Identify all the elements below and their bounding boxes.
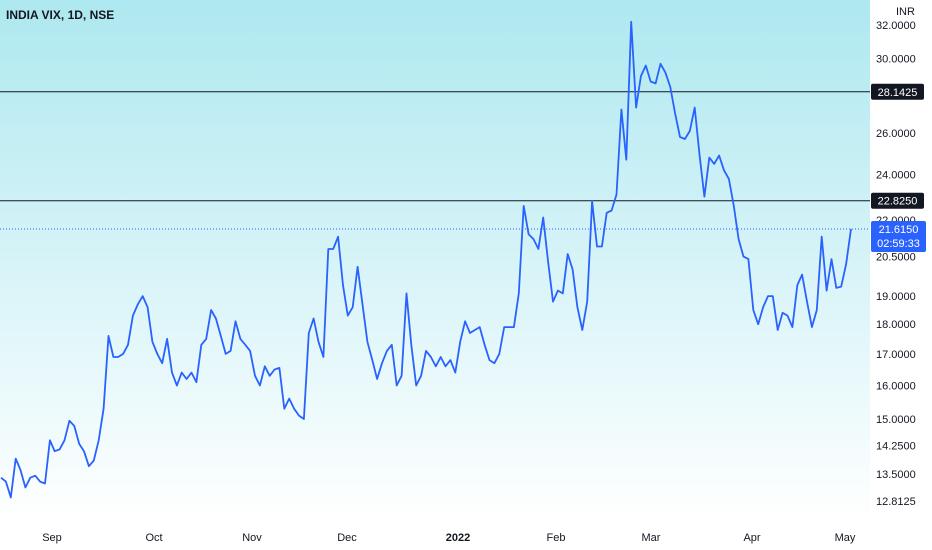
x-tick-label: Mar bbox=[642, 532, 661, 544]
y-tick-label: 30.0000 bbox=[876, 54, 916, 66]
y-tick-label: 19.0000 bbox=[876, 291, 916, 303]
bar-countdown-label: 02:59:33 bbox=[877, 238, 920, 250]
level-price-tag-label: 28.1425 bbox=[878, 87, 918, 99]
y-tick-label: 26.0000 bbox=[876, 128, 916, 140]
y-tick-label: 16.0000 bbox=[876, 380, 916, 392]
level-price-tag-label: 22.8250 bbox=[878, 196, 918, 208]
price-axis-background bbox=[870, 0, 932, 550]
x-tick-label: Nov bbox=[242, 532, 262, 544]
y-tick-label: 24.0000 bbox=[876, 170, 916, 182]
y-tick-label: 14.2500 bbox=[876, 441, 916, 453]
last-price-tag bbox=[871, 221, 926, 253]
level-price-tag bbox=[871, 83, 924, 100]
last-price-label: 21.6150 bbox=[879, 224, 919, 236]
x-tick-label: Oct bbox=[145, 532, 162, 544]
plot-background bbox=[0, 0, 870, 522]
currency-label: INR bbox=[896, 6, 915, 18]
y-tick-label: 32.0000 bbox=[876, 20, 916, 32]
x-tick-label: Sep bbox=[42, 532, 62, 544]
x-tick-label: Dec bbox=[337, 532, 357, 544]
x-tick-label: Apr bbox=[743, 532, 760, 544]
y-tick-label: 15.0000 bbox=[876, 414, 916, 426]
y-tick-label: 20.5000 bbox=[876, 252, 916, 264]
symbol-title: INDIA VIX, 1D, NSE bbox=[6, 8, 115, 22]
time-axis-background bbox=[0, 522, 870, 550]
x-tick-label: May bbox=[835, 532, 856, 544]
y-tick-label: 12.8125 bbox=[876, 496, 916, 508]
price-series-line[interactable] bbox=[0, 20, 852, 499]
y-tick-label: 18.0000 bbox=[876, 319, 916, 331]
x-tick-label: Feb bbox=[547, 532, 566, 544]
y-tick-label: 13.5000 bbox=[876, 469, 916, 481]
y-tick-label: 17.0000 bbox=[876, 349, 916, 361]
level-price-tag bbox=[871, 192, 924, 209]
x-tick-label: 2022 bbox=[446, 532, 470, 544]
